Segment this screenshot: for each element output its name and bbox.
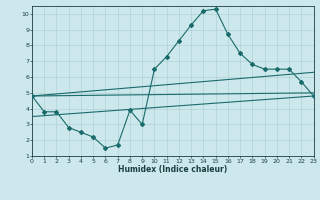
X-axis label: Humidex (Indice chaleur): Humidex (Indice chaleur) bbox=[118, 165, 228, 174]
